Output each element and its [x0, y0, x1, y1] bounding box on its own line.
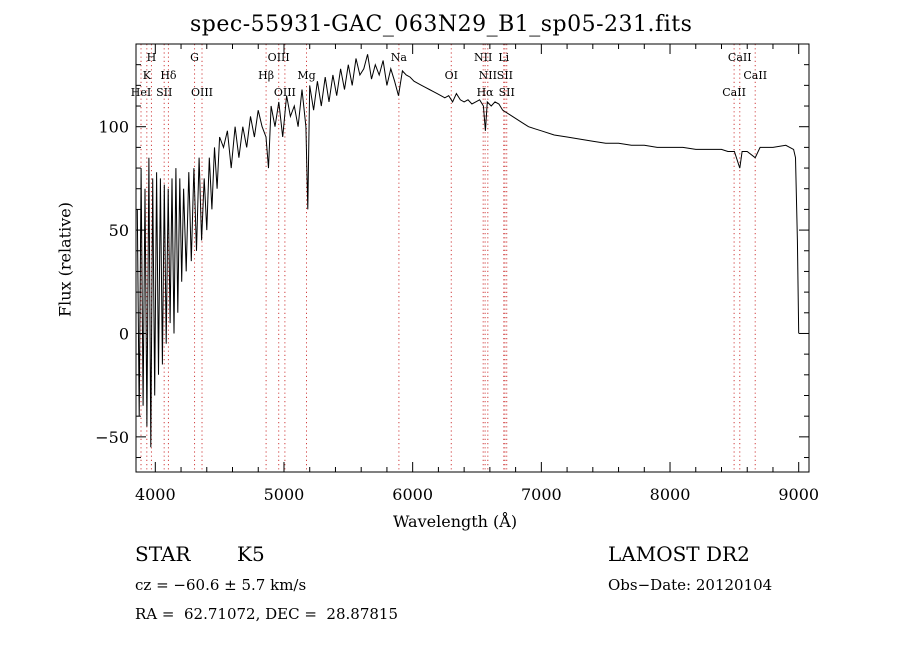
x-tick-label: 8000	[650, 485, 691, 504]
line-label: K	[143, 69, 152, 82]
object-type: STAR	[135, 542, 191, 566]
chart-title: spec-55931-GAC_063N29_B1_sp05-231.fits	[190, 12, 693, 37]
y-tick-label: 0	[119, 324, 129, 343]
line-label: Hδ	[160, 69, 177, 82]
observation-date: Obs−Date: 20120104	[608, 576, 773, 594]
object-subclass: K5	[237, 542, 265, 566]
x-tick-label: 4000	[135, 485, 176, 504]
x-axis-label: Wavelength (Å)	[393, 512, 518, 531]
line-label: HeI	[131, 86, 151, 99]
spectrum-line	[136, 54, 800, 448]
x-tick-label: 5000	[264, 485, 305, 504]
x-tick-label: 6000	[392, 485, 433, 504]
ra-dec-coords: RA = 62.71072, DEC = 28.87815	[135, 605, 399, 623]
line-label: G	[190, 51, 199, 64]
line-label: SII	[156, 86, 172, 99]
plot-frame	[135, 43, 810, 473]
line-label: Mg	[297, 69, 315, 82]
line-label: OIII	[268, 51, 290, 64]
survey-name: LAMOST DR2	[608, 542, 750, 566]
line-label: OIII	[274, 86, 296, 99]
y-tick-label: 100	[98, 118, 129, 137]
line-label: NII	[474, 51, 492, 64]
x-tick-label: 7000	[521, 485, 562, 504]
line-label: NII	[479, 69, 497, 82]
line-label: SII	[499, 86, 515, 99]
line-label: CaII	[728, 51, 752, 64]
line-label: Hβ	[258, 69, 274, 82]
redshift-cz: cz = −60.6 ± 5.7 km/s	[135, 576, 307, 594]
line-label: OI	[445, 69, 458, 82]
y-tick-label: −50	[95, 428, 129, 447]
spectral-line-markers	[140, 44, 756, 472]
spectrum-series	[136, 54, 800, 448]
line-label: H	[147, 51, 157, 64]
line-label: OIII	[191, 86, 213, 99]
line-label: Hα	[477, 86, 495, 99]
line-label: SII	[497, 69, 513, 82]
axis-ticks: 4000 5000 6000 7000 8000 9000 −50 0 50 100	[95, 44, 819, 504]
y-axis-label: Flux (relative)	[55, 202, 75, 317]
y-tick-label: 50	[109, 221, 129, 240]
line-label: Na	[391, 51, 408, 64]
x-tick-label: 9000	[778, 485, 819, 504]
line-label: CaII	[722, 86, 746, 99]
line-label: CaII	[743, 69, 767, 82]
line-label: Li	[498, 51, 509, 64]
